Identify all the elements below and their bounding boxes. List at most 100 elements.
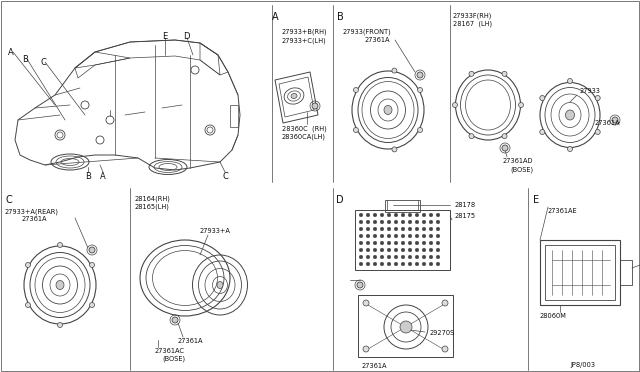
Text: JP8/003: JP8/003 [570,362,595,368]
Circle shape [373,213,377,217]
Circle shape [387,227,391,231]
Text: D: D [336,195,344,205]
Circle shape [394,262,398,266]
Circle shape [436,234,440,238]
Circle shape [373,262,377,266]
Circle shape [90,302,95,308]
Circle shape [518,103,524,108]
Text: 28060M: 28060M [540,313,567,319]
Circle shape [373,255,377,259]
Circle shape [312,103,318,109]
Circle shape [373,241,377,245]
Text: 28167  (LH): 28167 (LH) [453,20,492,26]
Text: C: C [222,172,228,181]
Circle shape [353,87,358,93]
Circle shape [380,220,384,224]
Text: 27361AD: 27361AD [503,158,534,164]
Circle shape [408,262,412,266]
Circle shape [540,96,545,100]
Circle shape [422,234,426,238]
Text: B: B [22,55,28,64]
Circle shape [387,241,391,245]
Circle shape [469,134,474,139]
Text: 28164(RH): 28164(RH) [135,195,171,202]
Circle shape [401,248,404,252]
Text: 27361A: 27361A [178,338,204,344]
Text: A: A [272,12,278,22]
Circle shape [502,71,507,76]
Circle shape [422,241,426,245]
Circle shape [357,282,363,288]
Text: 27933+A: 27933+A [200,228,231,234]
Circle shape [380,255,384,259]
Circle shape [394,255,398,259]
Circle shape [429,248,433,252]
Circle shape [392,147,397,152]
Circle shape [366,248,370,252]
Circle shape [469,71,474,76]
Circle shape [387,262,391,266]
Text: 27361A: 27361A [365,37,390,43]
Circle shape [401,220,404,224]
Circle shape [429,262,433,266]
Ellipse shape [384,106,392,115]
Ellipse shape [217,282,223,289]
Bar [355,210,450,270]
Circle shape [366,234,370,238]
Circle shape [422,213,426,217]
Circle shape [422,255,426,259]
Circle shape [408,241,412,245]
Circle shape [417,128,422,132]
Circle shape [408,213,412,217]
Circle shape [595,129,600,135]
Circle shape [612,117,618,123]
Circle shape [408,234,412,238]
Text: 27933(FRONT): 27933(FRONT) [343,28,392,35]
Circle shape [363,300,369,306]
Circle shape [380,213,384,217]
Circle shape [373,234,377,238]
Text: 28165(LH): 28165(LH) [135,203,170,209]
Circle shape [408,220,412,224]
Circle shape [415,220,419,224]
Text: 29270S: 29270S [430,330,455,336]
Text: 28175: 28175 [455,213,476,219]
Circle shape [359,262,363,266]
Circle shape [373,220,377,224]
Circle shape [429,213,433,217]
Circle shape [58,243,63,247]
Circle shape [359,213,363,217]
Circle shape [366,241,370,245]
Text: C: C [5,195,12,205]
Circle shape [380,248,384,252]
Text: (BOSE): (BOSE) [510,166,533,173]
Circle shape [401,262,404,266]
Circle shape [429,255,433,259]
Circle shape [394,234,398,238]
Circle shape [366,255,370,259]
Circle shape [502,134,507,139]
Ellipse shape [291,93,297,99]
Circle shape [401,241,404,245]
Circle shape [436,213,440,217]
Circle shape [417,87,422,93]
Circle shape [387,213,391,217]
Circle shape [442,346,448,352]
Circle shape [363,346,369,352]
Bar [545,245,615,300]
Circle shape [380,241,384,245]
Circle shape [90,263,95,267]
Circle shape [366,227,370,231]
Circle shape [373,248,377,252]
Circle shape [401,255,404,259]
Circle shape [422,262,426,266]
Circle shape [89,247,95,253]
Circle shape [408,227,412,231]
Circle shape [568,78,573,83]
Circle shape [380,234,384,238]
Text: 28360C  (RH): 28360C (RH) [282,125,327,131]
Circle shape [436,255,440,259]
Circle shape [394,213,398,217]
Circle shape [394,241,398,245]
Ellipse shape [56,280,64,289]
